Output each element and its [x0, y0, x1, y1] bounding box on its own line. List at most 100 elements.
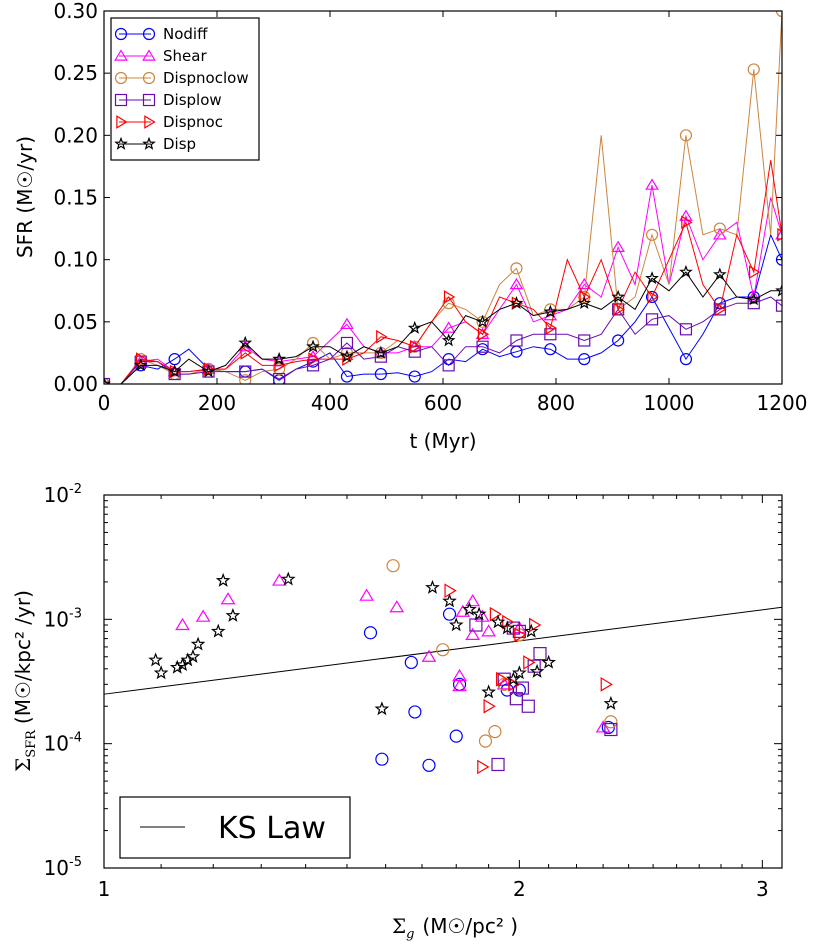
- data-point-displow: [775, 299, 782, 312]
- legend-marker-shear: [114, 49, 128, 61]
- scatter-point-dispnoclow: [436, 643, 450, 657]
- x-units: (M☉/pc² ): [422, 914, 518, 938]
- top-series-layer: [104, 11, 782, 384]
- data-point-shear: [645, 178, 659, 190]
- scatter-point-shear: [389, 600, 405, 613]
- scatter-point-nodiff: [601, 720, 615, 735]
- data-point-displow: [747, 297, 760, 310]
- data-point-displow: [510, 334, 523, 347]
- data-point-displow: [306, 359, 320, 372]
- scatter-point-disp: [448, 617, 464, 632]
- data-point-shear: [679, 209, 693, 221]
- data-point-shear: [475, 327, 490, 339]
- scatter-point-shear: [220, 592, 236, 605]
- series-line-displow: [104, 296, 782, 384]
- bottom-series-layer: [148, 559, 619, 775]
- scatter-point-dispnoc: [523, 655, 536, 670]
- data-point-disp: [775, 283, 782, 297]
- data-point-dispnoclow: [713, 222, 726, 235]
- scatter-point-displow: [604, 722, 618, 737]
- bottom-ticks-layer: 1 2 3 10-2 10-3 10-4 10-5: [44, 482, 782, 901]
- data-point-dispnoc: [477, 327, 490, 342]
- bottom-x-tick-label: 3: [756, 877, 769, 901]
- legend-marker-shear: [142, 49, 156, 61]
- data-point-disp: [340, 349, 354, 363]
- scatter-point-shear: [595, 720, 611, 733]
- data-point-dispnoclow: [510, 262, 523, 275]
- legend-marker-dispnoc: [144, 115, 156, 129]
- scatter-point-shear: [465, 593, 481, 607]
- data-point-nodiff: [340, 370, 354, 383]
- data-point-disp: [577, 295, 592, 310]
- ks-legend-label: KS Law: [218, 811, 326, 846]
- scatter-point-displow: [512, 624, 526, 638]
- series-displow: [104, 296, 782, 384]
- scatter-point-dispnoclow: [478, 734, 493, 748]
- scatter-point-disp: [523, 623, 539, 638]
- data-point-disp: [272, 351, 287, 365]
- scatter-point-dispnoc: [444, 583, 457, 599]
- bottom-legend: KS Law: [119, 796, 351, 859]
- data-point-disp: [201, 364, 216, 378]
- data-point-disp: [238, 335, 253, 349]
- scatter-point-disp: [490, 614, 506, 629]
- data-point-nodiff: [544, 343, 557, 356]
- scatter-point-disp: [603, 695, 619, 710]
- scatter-dispnoc: [444, 583, 613, 775]
- legend-marker-nodiff: [142, 27, 156, 41]
- legend-marker-nodiff: [114, 27, 128, 41]
- scatter-point-disp: [425, 579, 440, 594]
- scatter-point-dispnoc: [483, 698, 496, 714]
- data-point-nodiff: [374, 367, 387, 381]
- data-point-displow: [442, 359, 455, 372]
- data-point-dispnoclow: [273, 362, 286, 376]
- scatter-point-disp: [481, 684, 496, 699]
- legend-label-dispnoc: Dispnoc: [163, 113, 223, 131]
- legend-label-dispnoclow: Dispnoclow: [163, 69, 249, 87]
- legend-marker-dispnoclow: [142, 71, 156, 85]
- data-point-disp: [679, 264, 693, 278]
- scatter-point-displow: [515, 681, 529, 695]
- scatter-point-displow: [521, 699, 535, 713]
- x-sym: Σ: [392, 914, 406, 938]
- series-line-dispnoc: [104, 160, 782, 384]
- legend-marker-disp: [114, 136, 128, 150]
- legend-label-disp: Disp: [163, 135, 196, 153]
- bottom-plot-frame: [103, 494, 783, 869]
- legend-label-nodiff: Nodiff: [163, 25, 208, 43]
- legend-marker-dispnoclow: [114, 71, 128, 85]
- data-point-displow: [239, 365, 252, 378]
- data-point-disp: [373, 345, 388, 359]
- scatter-point-dispnoc: [477, 759, 490, 775]
- data-point-dispnoc: [749, 265, 761, 279]
- data-point-dispnoc: [545, 321, 558, 335]
- scatter-point-disp: [529, 663, 545, 678]
- data-point-disp: [133, 358, 148, 372]
- data-point-dispnoclow: [679, 129, 693, 142]
- scatter-point-disp: [215, 572, 231, 587]
- data-point-displow: [374, 350, 387, 363]
- data-point-dispnoc: [647, 290, 659, 304]
- data-point-disp: [167, 364, 182, 378]
- scatter-point-shear: [195, 609, 211, 622]
- top-y-axis-label: SFR (M☉/yr): [13, 136, 37, 258]
- scatter-point-shear: [455, 604, 471, 617]
- data-point-disp: [407, 320, 422, 334]
- data-point-disp: [104, 376, 111, 384]
- scatter-point-dispnoc: [529, 617, 542, 633]
- data-point-nodiff: [679, 353, 693, 366]
- scatter-point-disp: [471, 606, 487, 621]
- data-point-shear: [611, 240, 625, 252]
- scatter-point-disp: [374, 701, 390, 716]
- data-point-dispnoc: [777, 227, 782, 242]
- ks-scatter-plot: 1 2 3 10-2 10-3 10-4 10-5 KS Law Σg (M☉/pc² ) Σ…: [11, 482, 783, 942]
- series-line-dispnoclow: [104, 11, 782, 384]
- top-x-tick-label: 200: [198, 391, 236, 415]
- y-sub: SFR: [24, 729, 39, 758]
- top-y-tick-label: 0.20: [53, 123, 98, 147]
- scatter-point-disp: [462, 601, 477, 616]
- scatter-point-dispnoc: [489, 606, 503, 622]
- scatter-point-nodiff: [442, 607, 457, 621]
- scatter-point-displow: [491, 757, 505, 772]
